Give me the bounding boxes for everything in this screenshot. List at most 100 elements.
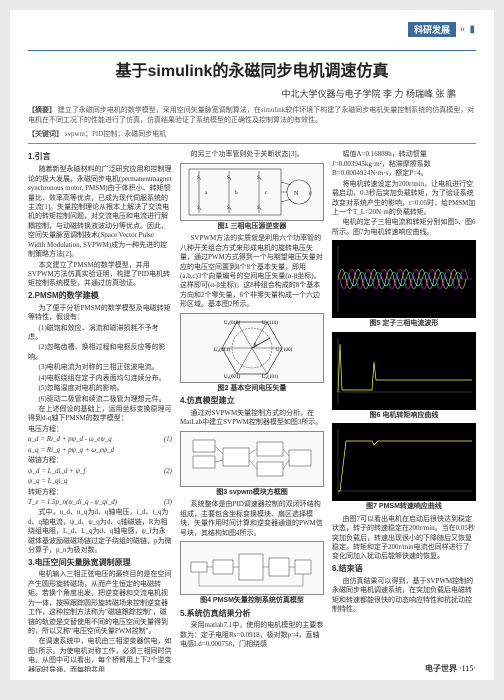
svg-text:S₁: S₁ <box>197 176 202 181</box>
equation-2: ψ_d = L_di_d + ψ_f(2) <box>28 467 172 476</box>
svg-text:S₂: S₂ <box>227 176 232 181</box>
h-svpwm: 3.电压空间矢量脉宽调制原理 <box>28 558 172 569</box>
p: 电机的定子三相电流和转矩分别如图5、图6所示。图7为电机转速响应曲线。 <box>332 218 476 237</box>
section-header: 科研发展 « ▮ <box>408 22 476 36</box>
p: 系统整体是由PID调速器控制的双闭环结构组成，主要包含坐标变换模块、扇区选择模块… <box>180 500 324 538</box>
svg-text:c: c <box>265 191 268 196</box>
column-2: 的另三个功率管则处于关断状态[3]。 S₁ S₂ S₃ S₄ S₅ S₆ a b c N <box>180 150 324 672</box>
p: SVPWM方法的实质就是利用六个功率管的八种开关组合方式来形成电机的旋转电压矢量… <box>180 234 324 310</box>
article-title: 基于simulink的永磁同步电机调速仿真 <box>28 57 476 81</box>
column-3: 幅值A=0.16889h，转动惯量J=0.003945kg·m²，粘滞摩擦系数B… <box>332 150 476 672</box>
p: 在调速系统中，电机由三相逆变器供电，如图1所示。为使电机对称工作，必须三相同时供… <box>28 637 172 672</box>
fig5-caption: 图5 定子三相电流波形 <box>332 319 476 328</box>
p: 的另三个功率管则处于关断状态[3]。 <box>180 150 324 159</box>
p: 式中，u_d、u_q为d、q轴电压，i_d、i_q为d、q轴电流，ψ_d、ψ_q… <box>28 508 172 555</box>
svg-text:θᵣ: θᵣ <box>254 343 258 348</box>
svg-text:0: 0 <box>309 192 312 197</box>
li: (5)忽略温度对电机的影响。 <box>28 384 172 393</box>
svg-text:S₅: S₅ <box>227 206 232 211</box>
figure-7: 图7 PMSM转速响应曲线 <box>332 423 476 511</box>
h-sim: 4.仿真模型建立 <box>180 396 324 407</box>
torque-svg <box>332 332 476 410</box>
svg-text:S₆: S₆ <box>257 206 262 211</box>
abstract: 【摘要】 建立了永磁同步电机的数学模型，采用空间矢量脉宽调制算法，在simuli… <box>28 106 476 126</box>
p: 通过对SVPWM矢量控制方式的分析，在MatLab中建立SVPWM控制器模型如图… <box>180 409 324 428</box>
scope-current <box>332 240 476 318</box>
simulink-block-2 <box>180 541 324 595</box>
li: (2)忽略齿槽、换相过程和电枢反应等的影响。 <box>28 343 172 362</box>
svg-text:U₂(110): U₂(110) <box>262 321 278 326</box>
top-rule <box>28 50 476 51</box>
svg-text:U₃(010): U₃(010) <box>224 321 241 326</box>
li: (6)驱动二极管和续流二极管为理想元件。 <box>28 395 172 404</box>
hexagon-svg: U₁(100) U₂(110) U₃(010) U₄(011) U₅(001) … <box>212 315 292 381</box>
p: 为了便于分析PMSM的数学模型及电磁转矩等特性，假设有： <box>28 304 172 323</box>
system-svg <box>187 544 317 592</box>
equation-1b: u_q = Ri_q + pψ_q + ω_eψ_d <box>28 446 172 455</box>
simulink-block-1 <box>180 431 324 487</box>
svg-text:U₆(101): U₆(101) <box>262 375 279 380</box>
p: 随着新型永磁材料的广泛研究应用和控制理论的极大发展，永磁同步电机(permane… <box>28 165 172 259</box>
page-number: ·115· <box>459 664 476 673</box>
svg-text:S₄: S₄ <box>197 206 202 211</box>
scope-speed <box>332 423 476 501</box>
figure-2: U₁(100) U₂(110) U₃(010) U₄(011) U₅(001) … <box>180 313 324 393</box>
fig2-caption: 图2 基本空间电压矢量 <box>180 384 324 393</box>
article-authors: 中北大学仪器与电子学院 李 力 杨瑞峰 张 鹏 <box>28 87 476 100</box>
abstract-text: 建立了永磁同步电机的数学模型，采用空间矢量脉宽调制算法，在simulink软件环… <box>28 106 474 124</box>
page-footer: 电子世界 ·115· <box>425 663 476 674</box>
svg-text:b: b <box>235 191 238 196</box>
figure-1: S₁ S₂ S₃ S₄ S₅ S₆ a b c N 0 图1 三相电压源逆变器 <box>180 163 324 231</box>
p: 幅值A=0.16889h，转动惯量J=0.003945kg·m²，粘滞摩擦系数B… <box>332 150 476 178</box>
p: 采用matlab7.1中，使用的电机模型的主要参数为：定子电阻Rs=0.0918… <box>180 621 324 649</box>
svg-text:S₃: S₃ <box>257 176 262 181</box>
vector-hexagon: U₁(100) U₂(110) U₃(010) U₄(011) U₅(001) … <box>180 313 324 383</box>
li: (1)磁饱和效应、涡流和磁滞损耗不予考虑。 <box>28 324 172 343</box>
svg-text:U₄(011): U₄(011) <box>214 348 230 353</box>
abstract-label: 【摘要】 <box>28 107 56 114</box>
equation-2b: ψ_q = L_qi_q <box>28 477 172 486</box>
keywords-label: 【关键词】 <box>28 131 63 138</box>
h-intro: 1.引言 <box>28 152 172 163</box>
keywords: 【关键词】 svpwm；PID控制；永磁同步电机 <box>28 130 476 140</box>
figure-5: 图5 定子三相电流波形 <box>332 240 476 328</box>
header-dots: « ▮ <box>460 24 476 35</box>
fig1-caption: 图1 三相电压源逆变器 <box>180 222 324 231</box>
scope-torque <box>332 332 476 410</box>
column-1: 1.引言 随着新型永磁材料的广泛研究应用和控制理论的极大发展，永磁同步电机(pe… <box>28 150 172 672</box>
svg-text:N: N <box>294 191 299 197</box>
mid-rule <box>28 143 476 144</box>
svg-text:a: a <box>205 191 208 196</box>
h-results: 5.系统仿真结果分析 <box>180 609 324 620</box>
p: 本文建立了PMSM的数学模型，并用SVPWM方法仿真实验证明，构建了PID电机转… <box>28 261 172 289</box>
fig6-caption: 图6 电机转矩响应曲线 <box>332 411 476 420</box>
h-conclusion: 6.结束语 <box>332 564 476 575</box>
svg-text:U₁(100): U₁(100) <box>276 348 292 353</box>
svg-text:U₅(001): U₅(001) <box>224 375 241 380</box>
keywords-text: svpwm；PID控制；永磁同步电机 <box>65 130 167 138</box>
eq-label: 磁链方程： <box>28 456 172 465</box>
equation-3: T_e = 1.5p_n(ψ_di_q - ψ_qi_d)(3) <box>28 498 172 507</box>
eq-label: 电压方程： <box>28 425 172 434</box>
p: 在上述假设的基础上，运用坐标变换原理可得到d-q轴下PMSM的数学模型： <box>28 405 172 424</box>
li: (3)电机电流为对称的三相正弦波电流。 <box>28 363 172 372</box>
wave-svg <box>332 240 476 318</box>
figure-4: 图4 PMSM矢量控制系统仿真模型 <box>180 541 324 605</box>
p: 由仿真结果可以得到，基于SVPWM控制的永磁同步电机调速系统，在突加负载后电磁转… <box>332 577 476 615</box>
inverter-diagram: S₁ S₂ S₃ S₄ S₅ S₆ a b c N 0 <box>180 163 324 221</box>
equation-1: u_d = Ri_d + pψ_d - ω_eψ_q(1) <box>28 435 172 444</box>
p: 由图7可以看出电机在启动后很快达到稳定状态，转子的转速稳定在200r/min。当… <box>332 515 476 562</box>
fig4-caption: 图4 PMSM矢量控制系统仿真模型 <box>180 596 324 605</box>
section-tag: 科研发展 <box>408 22 456 37</box>
block-svg <box>187 434 317 484</box>
eq-label: 转矩方程： <box>28 488 172 497</box>
figure-3: 图3 svpwm模块方框图 <box>180 431 324 497</box>
fig7-caption: 图7 PMSM转速响应曲线 <box>332 502 476 511</box>
figure-6: 图6 电机转矩响应曲线 <box>332 332 476 420</box>
speed-svg <box>332 423 476 501</box>
p: 电机输入三相正弦电压的最终目的是在空间产生圆形旋转磁场，从而产生恒定的电磁转矩。… <box>28 570 172 636</box>
columns: 1.引言 随着新型永磁材料的广泛研究应用和控制理论的极大发展，永磁同步电机(pe… <box>28 150 476 672</box>
h-model: 2.PMSM的数学建模 <box>28 291 172 302</box>
magazine-name: 电子世界 <box>425 664 457 673</box>
inverter-svg: S₁ S₂ S₃ S₄ S₅ S₆ a b c N 0 <box>187 167 317 217</box>
